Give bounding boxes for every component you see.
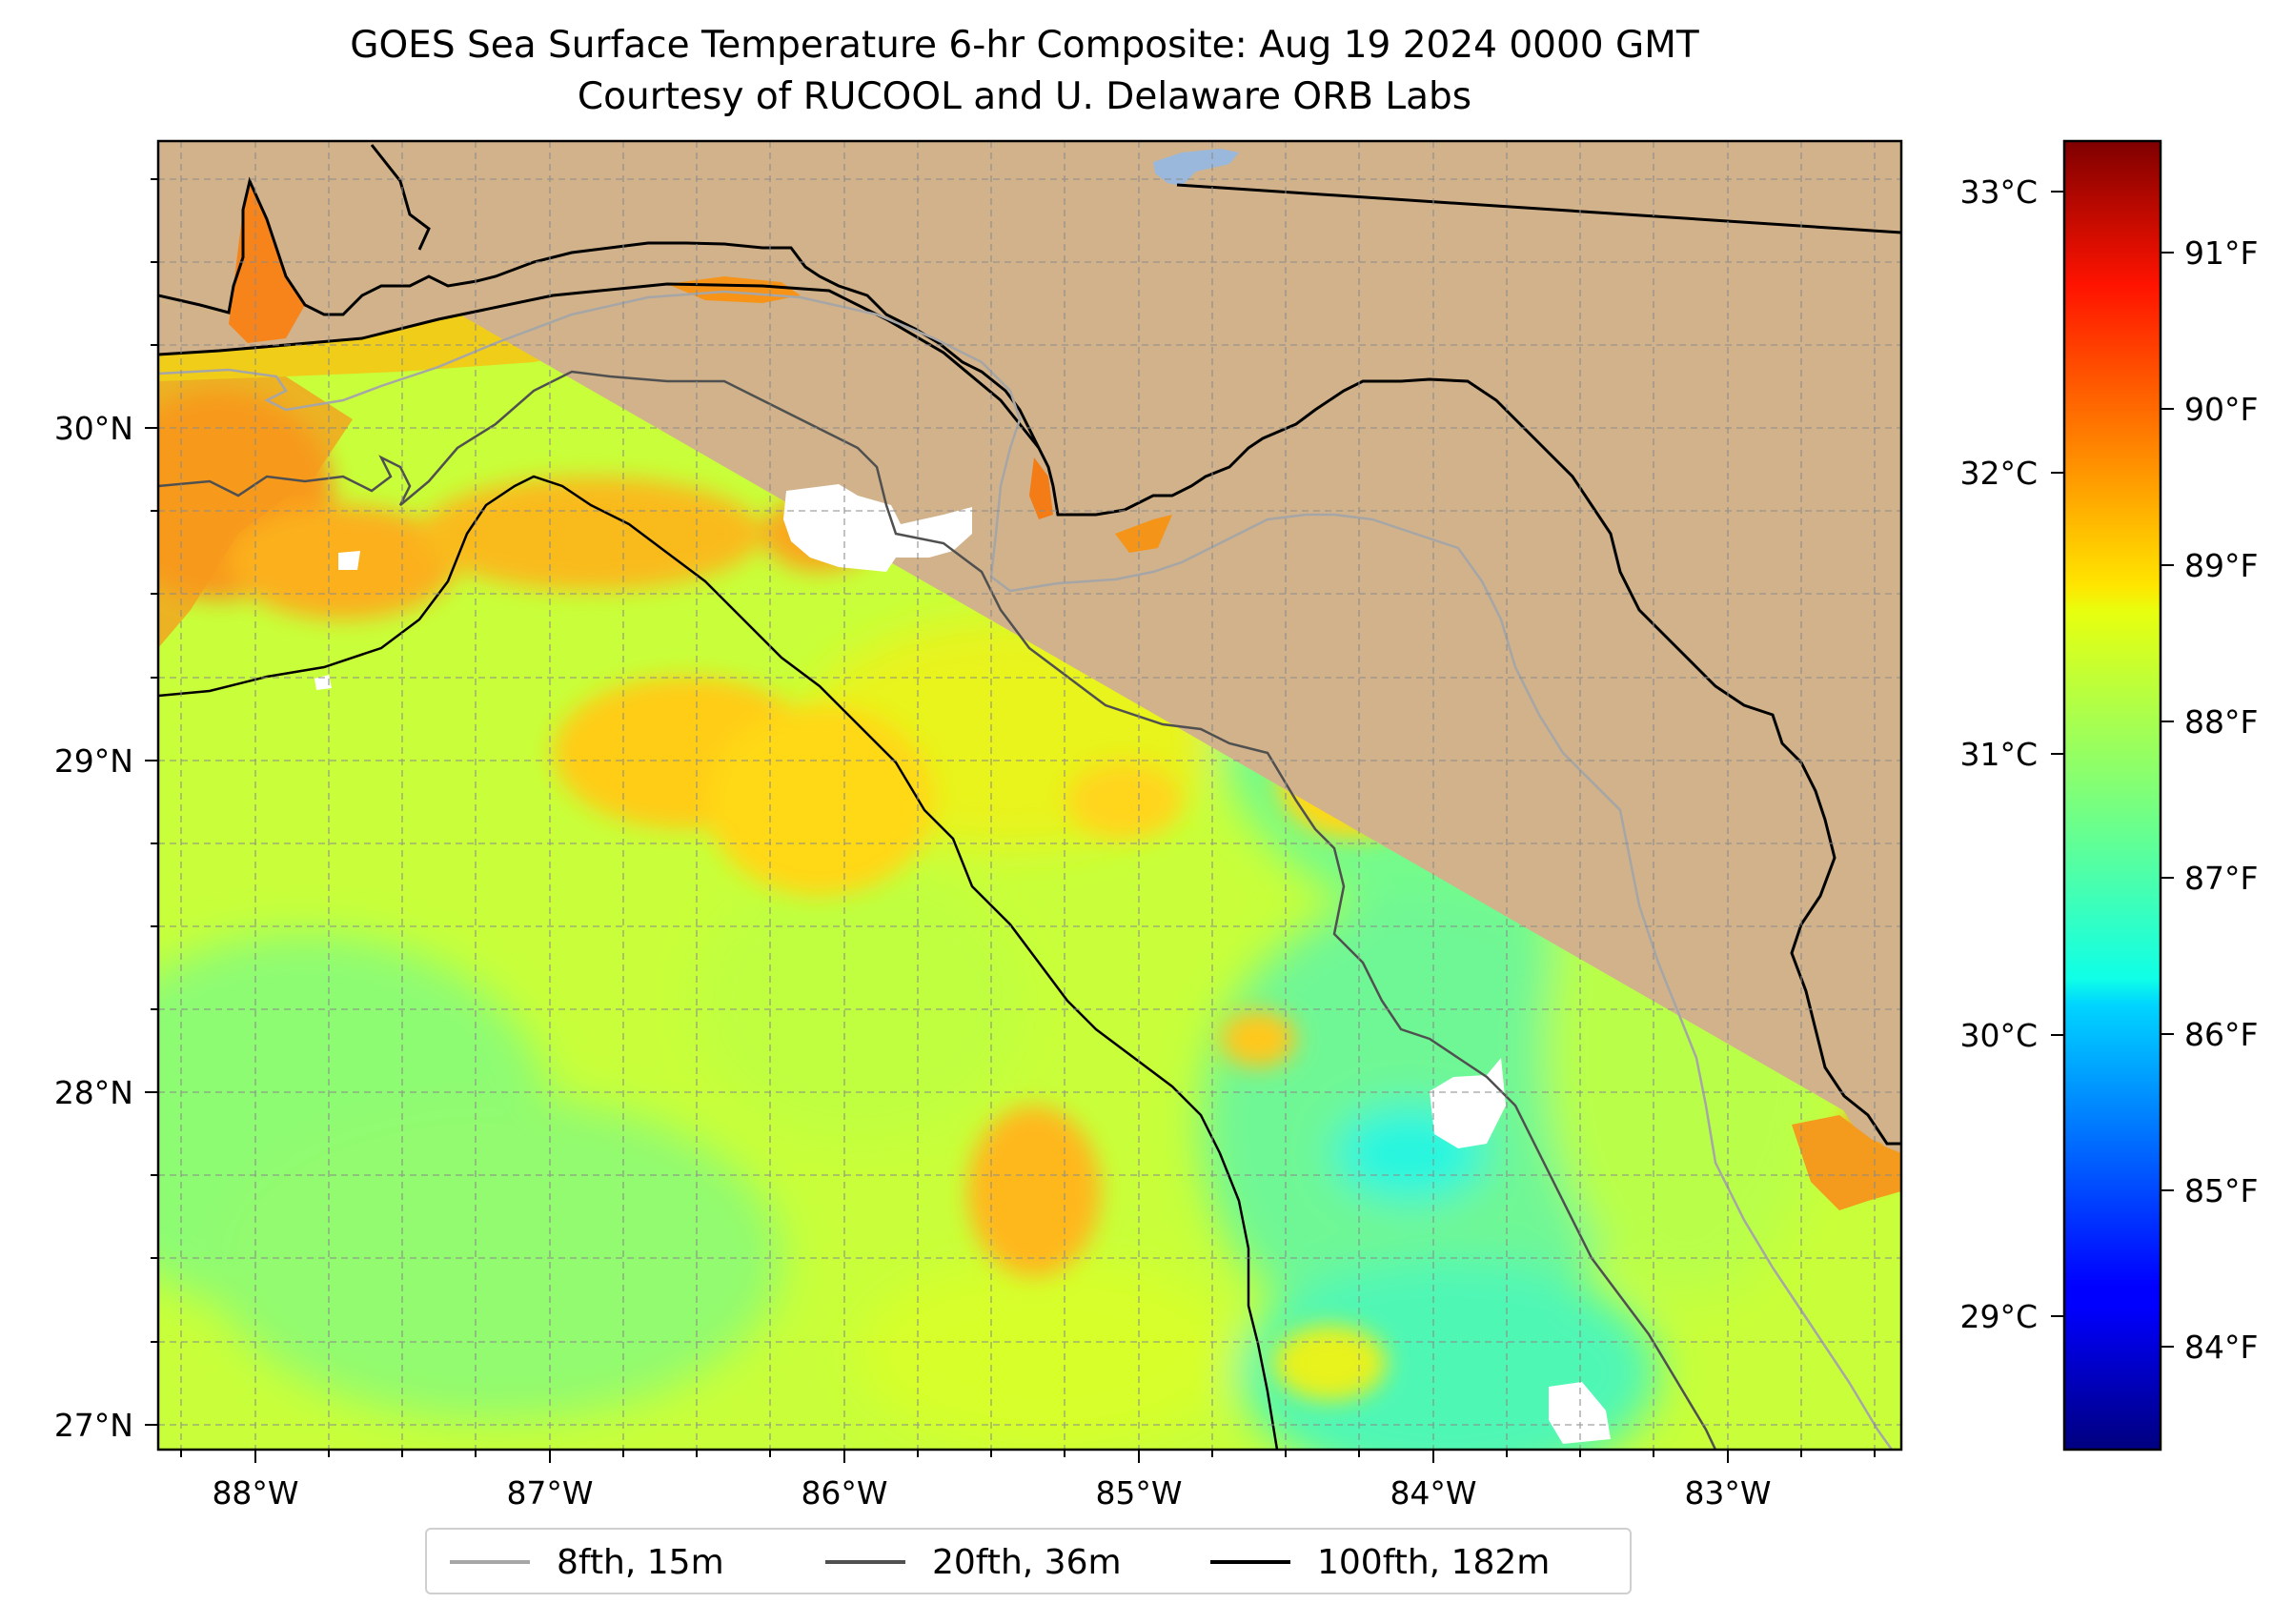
- colorbar-f-label-89: 89°F: [2184, 547, 2258, 584]
- colorbar-f-label-87: 87°F: [2184, 860, 2258, 897]
- legend-item-100fth: 100fth, 182m: [1210, 1542, 1551, 1582]
- legend-item-20fth: 20fth, 36m: [825, 1542, 1122, 1582]
- legend-label-20fth: 20fth, 36m: [932, 1542, 1122, 1582]
- colorbar-f-label-86: 86°F: [2184, 1016, 2258, 1053]
- colorbar-f-label-91: 91°F: [2184, 234, 2258, 272]
- colorbar-c-label-31: 31°C: [1959, 736, 2038, 773]
- colorbar-c-label-32: 32°C: [1959, 455, 2038, 492]
- colorbar-ticks: [2051, 191, 2174, 1348]
- legend-label-8fth: 8fth, 15m: [557, 1542, 724, 1582]
- lon-label-88w: 88°W: [212, 1474, 298, 1512]
- lon-label-85w: 85°W: [1095, 1474, 1182, 1512]
- colorbar-c-label-30: 30°C: [1959, 1017, 2038, 1054]
- colorbar-f-label-85: 85°F: [2184, 1172, 2258, 1209]
- colorbar-f-label-88: 88°F: [2184, 703, 2258, 741]
- colorbar: [2062, 139, 2162, 1451]
- apalachicola-warm: [1029, 457, 1053, 519]
- lon-label-83w: 83°W: [1684, 1474, 1771, 1512]
- legend-swatch-20fth: [825, 1560, 905, 1564]
- contour-8fth: [158, 290, 1894, 1450]
- legend-item-8fth: 8fth, 15m: [450, 1542, 724, 1582]
- state-boundary: [1176, 183, 1901, 234]
- lon-label-86w: 86°W: [801, 1474, 887, 1512]
- colorbar-f-label-84: 84°F: [2184, 1329, 2258, 1366]
- legend-swatch-8fth: [450, 1560, 530, 1564]
- lat-label-27n: 27°N: [54, 1407, 133, 1444]
- lat-label-30n: 30°N: [54, 410, 133, 447]
- al-border: [370, 144, 431, 251]
- contour-legend: 8fth, 15m 20fth, 36m 100fth, 182m: [425, 1528, 1632, 1594]
- contour-20fth: [158, 370, 1717, 1450]
- colorbar-c-label-29: 29°C: [1959, 1298, 2038, 1335]
- lon-label-84w: 84°W: [1390, 1474, 1476, 1512]
- colorbar-f-label-90: 90°F: [2184, 391, 2258, 428]
- map-title-line1: GOES Sea Surface Temperature 6-hr Compos…: [350, 24, 1699, 67]
- tampa-bay-warm: [1792, 1115, 1901, 1210]
- legend-swatch-100fth: [1210, 1560, 1290, 1564]
- lon-label-87w: 87°W: [506, 1474, 593, 1512]
- gridlines: [158, 141, 1901, 1450]
- axis-ticks: [145, 178, 1876, 1463]
- land-north: [158, 141, 1901, 1144]
- lat-label-28n: 28°N: [54, 1074, 133, 1111]
- lat-label-29n: 29°N: [54, 742, 133, 780]
- lake: [1153, 149, 1239, 186]
- land-area: [158, 141, 1901, 1172]
- contour-100fth: [158, 475, 1279, 1450]
- pensacola-warm: [667, 276, 801, 303]
- map-area: [158, 141, 1901, 1450]
- map-title-line2: Courtesy of RUCOOL and U. Delaware ORB L…: [577, 75, 1472, 118]
- colorbar-c-label-33: 33°C: [1959, 173, 2038, 211]
- coastline: [158, 176, 1901, 1146]
- map-frame: [156, 139, 1903, 1451]
- legend-label-100fth: 100fth, 182m: [1317, 1542, 1551, 1582]
- st-george-warm: [1115, 515, 1172, 553]
